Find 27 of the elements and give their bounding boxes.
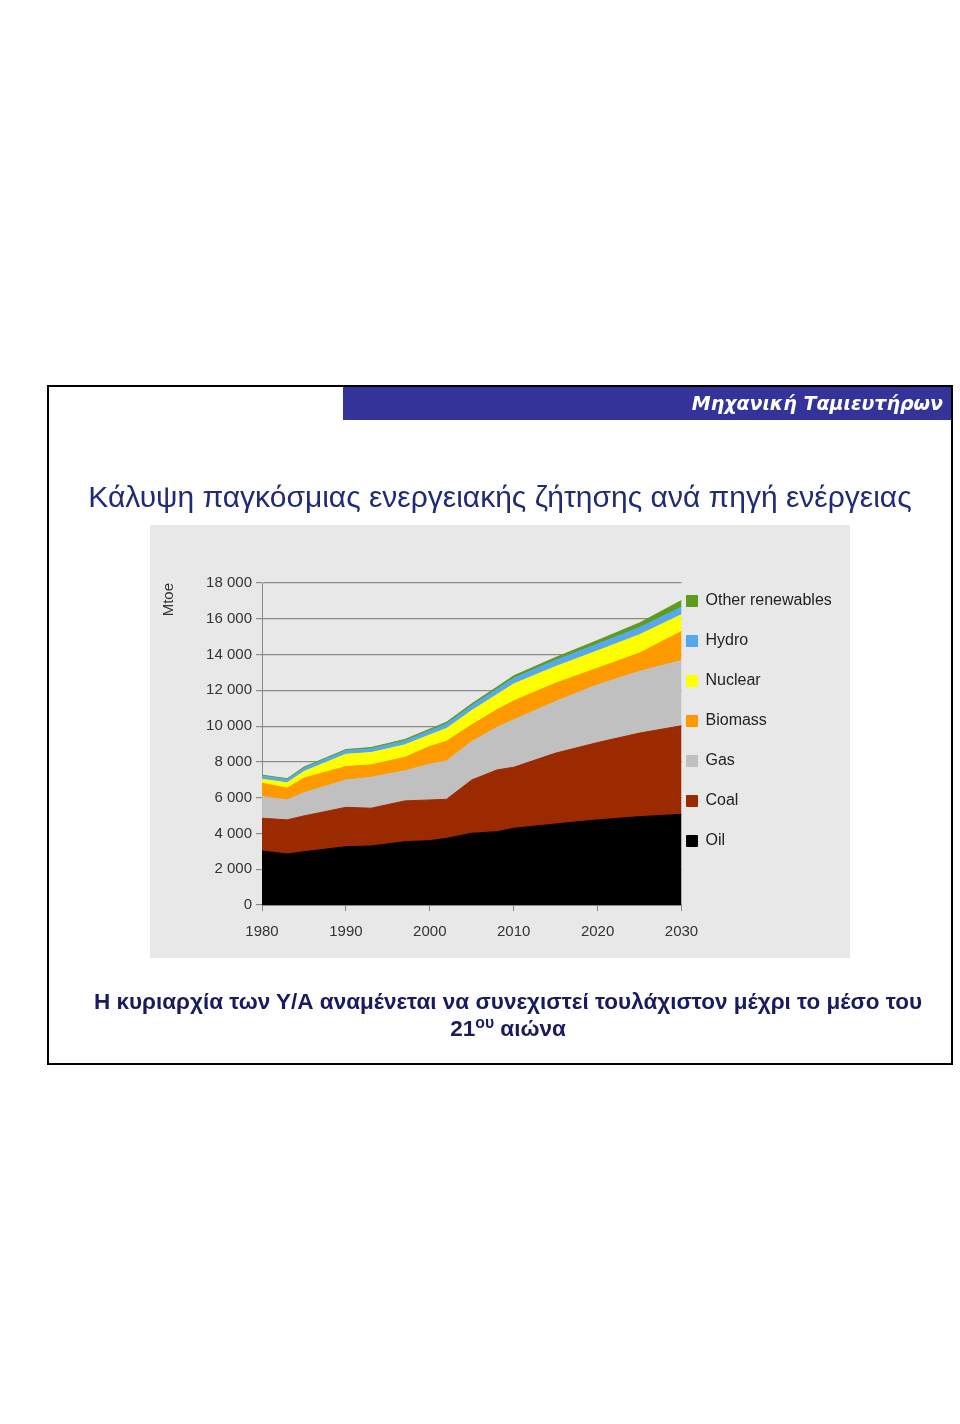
y-tick-label: 18 000 xyxy=(206,573,252,591)
legend-label: Gas xyxy=(705,751,735,769)
y-tick-label: 2 000 xyxy=(214,859,252,877)
y-tick-label: 14 000 xyxy=(206,644,252,662)
text: Η κυριαρχία των Υ/Α αναμένεται να συνεχιστεί τουλάχιστον μέχρι το μέσο του 21$^{ου}$ αιώνα xyxy=(92,988,924,1042)
legend-label: Coal xyxy=(705,791,739,809)
x-tick-label: 1990 xyxy=(329,922,363,940)
legend-label: Other renewables xyxy=(705,591,832,609)
x-tick-label: 1980 xyxy=(245,922,279,940)
y-tick-label: 10 000 xyxy=(206,716,252,734)
header-banner: Μηχανική Ταμιευτήρων xyxy=(343,387,951,420)
legend-label: Biomass xyxy=(705,711,767,729)
legend-label: Oil xyxy=(705,831,726,849)
y-axis-title: Mtoe xyxy=(159,583,177,617)
y-tick-label: 12 000 xyxy=(206,680,252,698)
y-tick-label: 6 000 xyxy=(214,787,252,805)
legend-label: Nuclear xyxy=(705,671,762,689)
x-tick-label: 2010 xyxy=(497,922,531,940)
legend-label: Hydro xyxy=(705,631,749,649)
x-tick-label: 2030 xyxy=(664,922,699,940)
x-tick-label: 2000 xyxy=(413,922,447,940)
y-tick-label: 16 000 xyxy=(206,608,252,626)
chart-title: Κάλυψη παγκόσμιας ενεργειακής ζήτησης ανά πηγή ενέργειας xyxy=(87,480,913,514)
x-tick-label: 2020 xyxy=(580,922,615,940)
y-tick-label: 0 xyxy=(243,895,252,913)
y-tick-label: 8 000 xyxy=(214,752,252,770)
y-tick-label: 4 000 xyxy=(214,823,252,841)
